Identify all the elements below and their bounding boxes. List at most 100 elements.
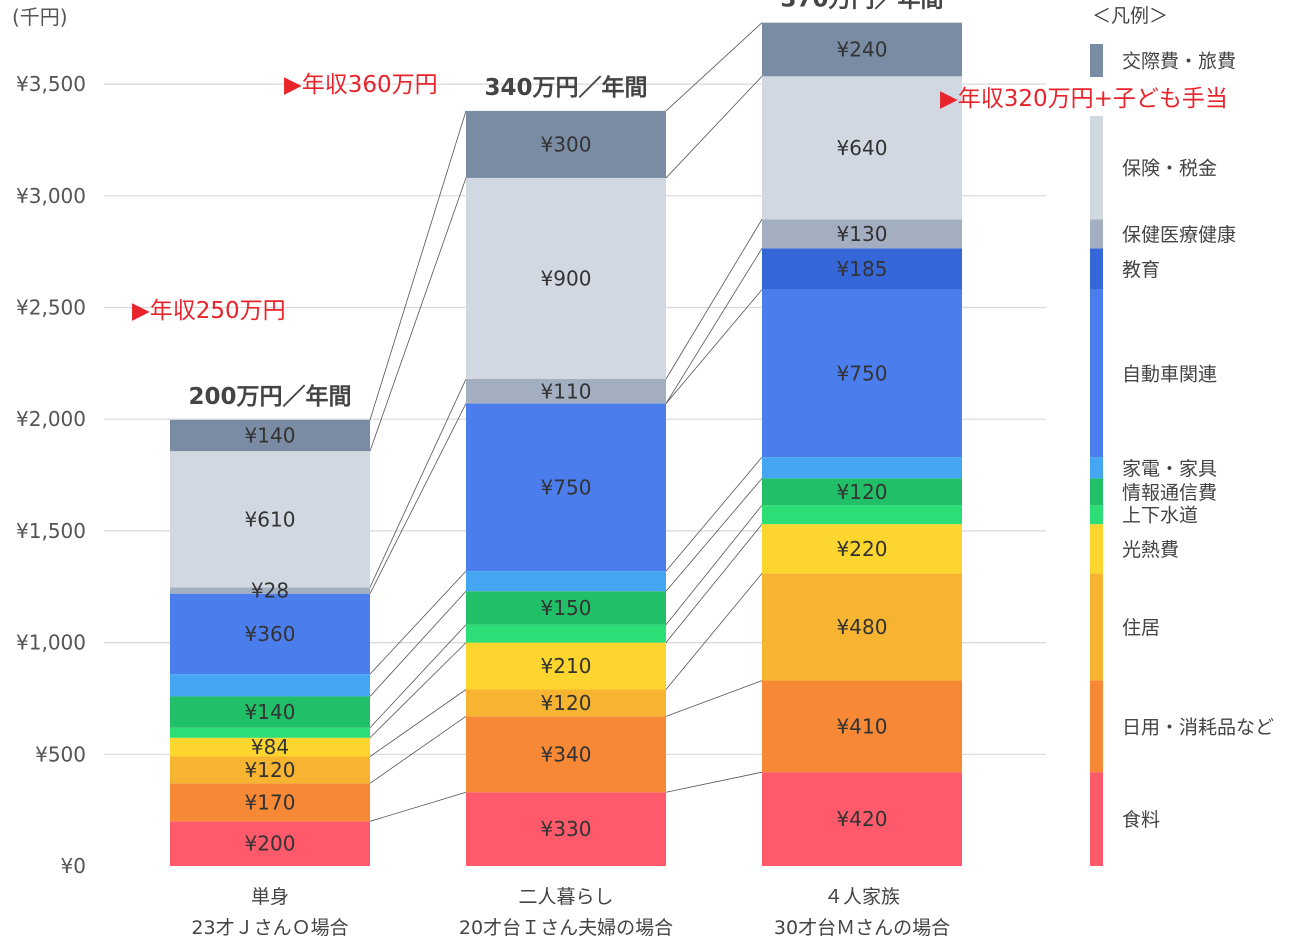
legend-label: 保健医療健康 <box>1122 224 1236 246</box>
connector-line <box>369 689 467 757</box>
bar-segment <box>170 783 370 822</box>
legend-swatch <box>1090 478 1103 506</box>
data-label: ¥420 <box>837 807 888 831</box>
bar-segment <box>762 573 962 681</box>
connector-line <box>369 570 467 675</box>
connector-line <box>369 791 467 822</box>
bar-total-label: 200万円／年間 <box>188 383 351 410</box>
connector-line <box>369 642 467 739</box>
legend-swatch <box>1090 116 1103 220</box>
y-tick-label: ¥2,500 <box>16 296 86 320</box>
legend-label: 住居 <box>1122 617 1160 639</box>
data-label: ¥300 <box>541 132 592 156</box>
data-label: ¥210 <box>541 654 592 678</box>
bar-segment <box>170 756 370 784</box>
bar-segment <box>762 289 962 458</box>
bar-segment <box>762 76 962 220</box>
connector-line <box>665 478 763 592</box>
connector-line <box>665 22 763 112</box>
connector-line <box>665 504 763 625</box>
connector-line <box>369 624 467 728</box>
connector-line <box>369 403 467 594</box>
legend-label: 光熱費 <box>1122 539 1179 561</box>
bar-segment <box>466 716 666 793</box>
bar-segment <box>466 689 666 717</box>
data-label: ¥900 <box>541 266 592 290</box>
connector-line <box>369 378 467 588</box>
data-label: ¥750 <box>541 475 592 499</box>
connector-line <box>665 219 763 380</box>
x-tick-sublabel: 23才ＪさんＯ場合 <box>191 917 348 939</box>
connector-line <box>665 456 763 572</box>
income-annotation: ▶年収320万円+子ども手当 <box>940 86 1228 112</box>
bar-segment <box>762 248 962 290</box>
bar-segment <box>762 772 962 866</box>
bar-segment <box>170 593 370 675</box>
legend-label: 自動車関連 <box>1122 363 1217 385</box>
data-label: ¥28 <box>251 579 289 603</box>
legend-label: 交際費・旅費 <box>1122 51 1236 73</box>
bar-segment <box>170 727 370 738</box>
legend-label: 日用・消耗品など <box>1122 716 1274 738</box>
y-tick-label: ¥3,000 <box>16 184 86 208</box>
data-label: ¥340 <box>541 742 592 766</box>
bar-segment <box>466 110 666 178</box>
connector-line <box>665 523 763 643</box>
income-annotation: ▶年収250万円 <box>132 298 286 324</box>
bar-segment <box>762 219 962 249</box>
income-annotation: ▶年収360万円 <box>284 72 438 98</box>
bar-segment <box>466 403 666 572</box>
bar-segment <box>466 792 666 866</box>
bar-total-label: 370万円／年間 <box>780 0 943 13</box>
legend-swatch <box>1090 44 1103 77</box>
connector-line <box>369 177 467 452</box>
data-label: ¥185 <box>837 257 888 281</box>
y-tick-label: ¥500 <box>35 742 86 766</box>
data-label: ¥330 <box>541 817 592 841</box>
bar-segment <box>466 591 666 625</box>
connector-line <box>665 771 763 793</box>
bar-segment <box>762 478 962 506</box>
bar-segment <box>170 696 370 728</box>
connector-line <box>665 680 763 717</box>
bar-segment <box>466 571 666 592</box>
data-label: ¥170 <box>245 790 296 814</box>
data-label: ¥120 <box>541 691 592 715</box>
data-label: ¥120 <box>837 480 888 504</box>
data-label: ¥200 <box>245 832 296 856</box>
bar-segment <box>466 624 666 643</box>
bar-segment <box>170 674 370 697</box>
data-label: ¥480 <box>837 615 888 639</box>
bar-segment <box>762 524 962 574</box>
x-tick-sublabel: 30才台Ｍさんの場合 <box>774 917 950 939</box>
bar-segment <box>762 505 962 525</box>
bar-segment <box>170 419 370 452</box>
data-label: ¥130 <box>837 222 888 246</box>
bar-segment <box>466 177 666 379</box>
y-tick-label: ¥3,500 <box>16 72 86 96</box>
bar-segment <box>170 451 370 588</box>
data-label: ¥640 <box>837 136 888 160</box>
connector-line <box>665 76 763 179</box>
data-label: ¥750 <box>837 361 888 385</box>
y-unit-label: (千円) <box>12 5 68 29</box>
data-label: ¥150 <box>541 596 592 620</box>
data-label: ¥360 <box>245 622 296 646</box>
x-tick-label: 単身 <box>251 886 289 908</box>
connector-line <box>369 715 467 784</box>
connector-line <box>665 573 763 690</box>
legend-swatch <box>1090 289 1103 458</box>
legend-swatch <box>1090 219 1103 249</box>
connector-line <box>369 590 467 697</box>
data-label: ¥110 <box>541 379 592 403</box>
data-label: ¥84 <box>251 735 289 759</box>
data-label: ¥120 <box>245 758 296 782</box>
legend-label: 保険・税金 <box>1122 158 1217 180</box>
bar-segment <box>170 737 370 757</box>
legend-swatch <box>1090 505 1103 525</box>
bar-segment <box>466 378 666 404</box>
data-label: ¥410 <box>837 714 888 738</box>
legend-swatch <box>1090 772 1103 866</box>
legend-swatch <box>1090 524 1103 574</box>
data-label: ¥610 <box>245 507 296 531</box>
